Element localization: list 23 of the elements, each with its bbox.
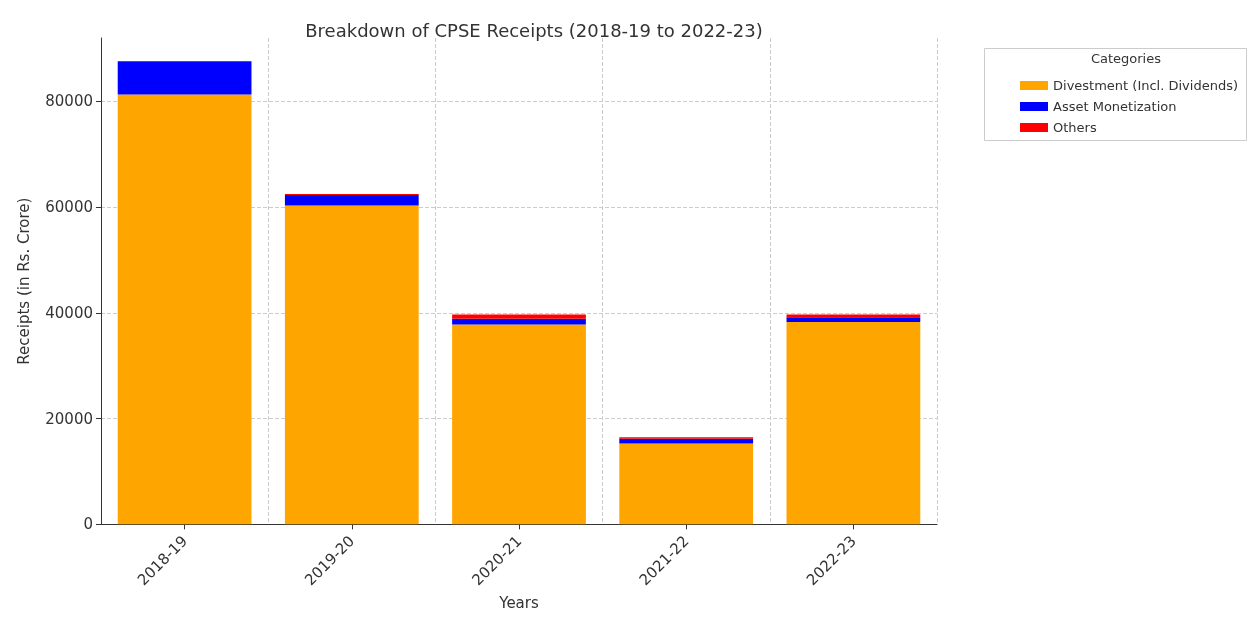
y-tick-label: 0 bbox=[83, 515, 93, 534]
bar bbox=[452, 318, 586, 325]
bar bbox=[786, 314, 921, 318]
y-tick-label: 20000 bbox=[45, 409, 93, 428]
bar bbox=[786, 317, 921, 322]
legend-title: Categories bbox=[1090, 51, 1162, 66]
bar bbox=[284, 205, 419, 525]
bar bbox=[619, 443, 754, 525]
legend-label: Others bbox=[1053, 120, 1097, 135]
bar bbox=[452, 324, 586, 525]
bar bbox=[117, 94, 252, 525]
bar bbox=[452, 314, 586, 319]
bar bbox=[284, 195, 419, 206]
legend-label: Asset Monetization bbox=[1053, 99, 1177, 114]
chart-title: Breakdown of CPSE Receipts (2018-19 to 2022-23) bbox=[305, 19, 763, 41]
x-axis-title: Years bbox=[498, 593, 539, 612]
legend-label: Divestment (Incl. Dividends) bbox=[1053, 78, 1238, 93]
bar bbox=[786, 321, 921, 525]
y-tick-label: 80000 bbox=[45, 92, 93, 111]
y-axis-title: Receipts (in Rs. Crore) bbox=[14, 197, 33, 365]
bar bbox=[117, 61, 252, 95]
y-tick-label: 60000 bbox=[45, 198, 93, 217]
y-tick-label: 40000 bbox=[45, 303, 93, 322]
